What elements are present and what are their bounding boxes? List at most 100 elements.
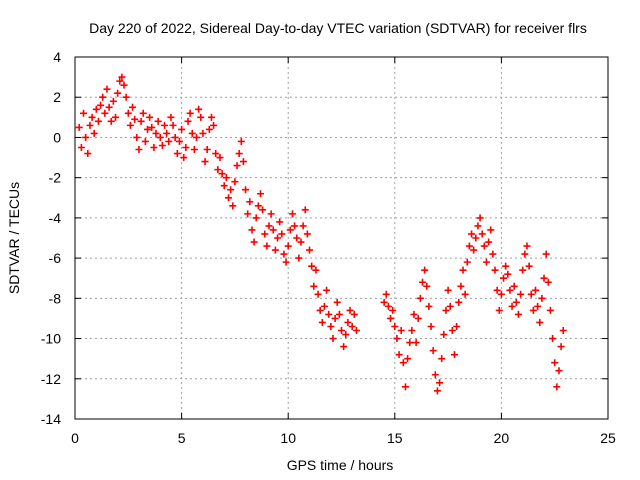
data-point <box>463 258 471 266</box>
data-point <box>201 158 209 166</box>
data-point <box>216 154 224 162</box>
data-point <box>431 371 439 379</box>
y-tick-label: -6 <box>49 250 62 266</box>
data-point <box>88 113 96 121</box>
data-point <box>284 242 292 250</box>
data-point <box>472 234 480 242</box>
data-point <box>427 322 435 330</box>
data-point <box>468 230 476 238</box>
data-point <box>188 129 196 137</box>
data-point <box>404 355 412 363</box>
data-point <box>227 186 235 194</box>
data-point <box>453 322 461 330</box>
data-point <box>131 115 139 123</box>
data-point <box>423 282 431 290</box>
data-point <box>152 129 160 137</box>
data-point <box>532 286 540 294</box>
data-point <box>173 150 181 158</box>
data-point <box>331 314 339 322</box>
data-point <box>150 144 158 151</box>
data-point <box>338 327 345 335</box>
data-point <box>263 242 271 250</box>
data-point <box>436 379 444 387</box>
data-point <box>401 383 409 391</box>
data-point <box>455 298 463 306</box>
data-point <box>212 150 220 158</box>
data-point <box>478 230 486 238</box>
data-point <box>544 278 552 286</box>
data-point <box>163 129 171 137</box>
data-point <box>86 121 94 129</box>
data-point <box>450 351 458 359</box>
x-tick-label: 10 <box>280 430 296 446</box>
data-point <box>169 121 177 129</box>
data-point <box>269 226 277 234</box>
data-point <box>167 113 175 121</box>
data-point <box>112 113 120 121</box>
data-point <box>295 254 303 262</box>
data-point <box>143 125 151 133</box>
data-point <box>256 190 264 198</box>
data-point <box>154 117 162 125</box>
y-tick-label: -12 <box>41 371 61 387</box>
data-point <box>506 286 514 294</box>
data-point <box>248 226 256 234</box>
x-tick-label: 0 <box>71 430 79 446</box>
data-point <box>291 222 299 230</box>
data-point <box>195 105 203 113</box>
data-point <box>190 146 198 154</box>
data-point <box>252 214 260 222</box>
y-tick-label: -14 <box>41 411 61 427</box>
data-point <box>421 266 429 274</box>
data-point <box>527 290 535 298</box>
data-point <box>534 302 542 310</box>
y-tick-label: -10 <box>41 331 61 347</box>
data-point <box>303 230 311 238</box>
data-point <box>519 266 527 274</box>
data-point <box>233 162 241 170</box>
data-point <box>231 178 239 186</box>
data-point <box>84 150 92 158</box>
data-point <box>299 222 307 230</box>
data-point <box>444 286 452 294</box>
data-point <box>82 133 90 141</box>
data-point <box>90 129 98 137</box>
x-axis-label: GPS time / hours <box>287 457 394 473</box>
data-point <box>493 286 501 294</box>
data-point <box>306 246 314 254</box>
data-point <box>116 77 124 85</box>
data-point <box>197 113 205 121</box>
data-point <box>521 250 529 258</box>
data-point <box>340 343 348 351</box>
data-point <box>380 298 388 306</box>
data-point <box>497 290 505 298</box>
data-point <box>410 310 418 318</box>
data-point <box>323 286 331 294</box>
grid-lines <box>75 57 608 419</box>
data-point <box>139 109 147 117</box>
data-point <box>186 109 194 117</box>
data-point <box>348 322 356 330</box>
data-point <box>335 310 343 318</box>
data-point <box>474 222 482 230</box>
data-point <box>318 318 326 326</box>
data-point <box>553 383 561 391</box>
data-point <box>107 117 115 125</box>
data-point <box>265 222 273 230</box>
data-point <box>278 230 286 238</box>
data-point <box>184 117 192 125</box>
data-point <box>259 206 267 214</box>
plot-frame <box>74 56 609 420</box>
data-point <box>129 103 137 111</box>
data-point <box>314 290 322 298</box>
data-point <box>239 158 247 166</box>
data-point <box>551 359 559 367</box>
data-point <box>80 109 88 117</box>
data-point <box>148 123 156 131</box>
data-point <box>457 282 465 290</box>
data-point <box>99 93 107 101</box>
data-point <box>419 278 427 286</box>
data-point <box>327 322 335 330</box>
data-point <box>288 210 296 218</box>
